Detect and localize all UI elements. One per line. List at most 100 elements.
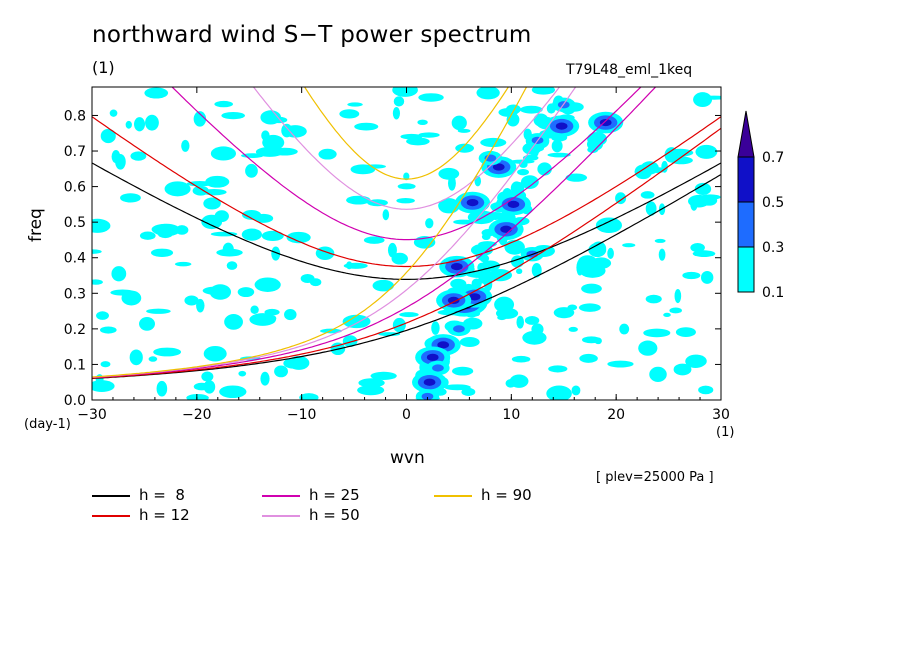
noise-patch bbox=[443, 384, 471, 391]
colorbar-box bbox=[737, 201, 755, 248]
noise-patch bbox=[579, 353, 598, 363]
noise-patch bbox=[519, 105, 543, 114]
noise-patch bbox=[139, 317, 155, 331]
x-tick-label: −20 bbox=[182, 407, 212, 423]
legend-label: h = 25 bbox=[309, 486, 360, 504]
power-blob bbox=[507, 200, 520, 208]
noise-patch bbox=[186, 393, 209, 400]
noise-patch bbox=[694, 182, 712, 196]
power-blob bbox=[447, 296, 460, 305]
noise-patch bbox=[391, 252, 408, 265]
legend-swatch bbox=[262, 515, 300, 517]
colorbar-label: 0.3 bbox=[762, 240, 784, 256]
dispersion-curve-ig bbox=[92, 162, 721, 280]
noise-patch bbox=[372, 279, 394, 292]
noise-patch bbox=[640, 191, 655, 199]
power-blob bbox=[432, 364, 444, 372]
noise-patch bbox=[342, 314, 371, 329]
dispersion-curve-kelvin bbox=[92, 87, 577, 378]
noise-patch bbox=[254, 277, 281, 292]
band-patch bbox=[537, 162, 552, 176]
noise-patch bbox=[261, 130, 270, 141]
noise-patch bbox=[224, 314, 243, 330]
noise-patch bbox=[505, 379, 517, 388]
noise-patch bbox=[654, 238, 666, 243]
noise-patch bbox=[92, 218, 111, 233]
unit-label-top: (1) bbox=[92, 58, 115, 77]
noise-patch bbox=[288, 355, 310, 370]
noise-patch bbox=[565, 173, 588, 182]
noise-patch bbox=[547, 152, 571, 158]
noise-patch bbox=[364, 164, 386, 169]
noise-patch bbox=[568, 326, 578, 332]
noise-patch bbox=[238, 370, 247, 377]
noise-patch bbox=[92, 380, 115, 392]
noise-patch bbox=[120, 193, 141, 203]
noise-patch bbox=[110, 289, 135, 296]
colorbar: 0.1 0.3 0.5 0.7 bbox=[737, 110, 784, 301]
noise-patch bbox=[396, 198, 415, 204]
noise-patch bbox=[578, 255, 598, 269]
noise-patch bbox=[622, 243, 636, 248]
noise-patch bbox=[675, 327, 696, 337]
noise-patch bbox=[476, 87, 500, 100]
noise-patch bbox=[156, 380, 168, 397]
noise-patch bbox=[682, 271, 701, 280]
noise-patch bbox=[693, 92, 713, 108]
noise-patch bbox=[546, 385, 572, 400]
y-tick-label: 0.5 bbox=[64, 215, 86, 231]
noise-patch bbox=[151, 223, 178, 235]
x-tick-label: −10 bbox=[287, 407, 317, 423]
band-patch bbox=[551, 139, 563, 153]
noise-patch bbox=[673, 363, 692, 376]
power-blob bbox=[421, 392, 434, 400]
noise-patch bbox=[452, 366, 474, 376]
noise-patch bbox=[690, 243, 705, 253]
colorbar-box bbox=[737, 246, 755, 293]
x-tick-label: 30 bbox=[712, 407, 730, 423]
noise-patch bbox=[591, 241, 607, 256]
noise-patch bbox=[222, 242, 234, 256]
noise-patch bbox=[370, 371, 397, 380]
noise-patch bbox=[250, 305, 259, 314]
y-tick-label: 0.0 bbox=[64, 393, 86, 409]
noise-patch bbox=[649, 366, 667, 383]
noise-patch bbox=[393, 96, 405, 107]
noise-patch bbox=[339, 109, 360, 119]
colorbar-label: 0.5 bbox=[762, 195, 784, 211]
noise-patch bbox=[392, 317, 406, 333]
noise-patch bbox=[271, 246, 281, 261]
dispersion-curves bbox=[92, 87, 721, 380]
noise-patch bbox=[594, 337, 602, 345]
power-blob bbox=[453, 325, 465, 333]
x-tick-label: 10 bbox=[502, 407, 520, 423]
power-blob bbox=[555, 122, 568, 130]
colorbar-extend-triangle bbox=[737, 110, 755, 158]
dispersion-curve-ig bbox=[92, 116, 721, 268]
y-tick-label: 0.1 bbox=[64, 357, 86, 373]
noise-patch bbox=[531, 263, 542, 278]
legend-swatch bbox=[92, 495, 130, 497]
noise-patch bbox=[685, 354, 706, 369]
noise-patch bbox=[663, 312, 671, 318]
noise-patch bbox=[461, 387, 476, 396]
noise-patch bbox=[357, 385, 385, 396]
noise-patch bbox=[214, 100, 233, 108]
x-axis-label: wvn bbox=[390, 448, 425, 468]
noise-patch bbox=[634, 164, 653, 180]
band-patch bbox=[520, 175, 539, 189]
noise-patch bbox=[271, 147, 298, 156]
noise-patch bbox=[221, 111, 245, 120]
y-tick-label: 0.2 bbox=[64, 322, 86, 338]
y-tick-label: 0.8 bbox=[64, 108, 86, 124]
axes: −30 −20 −10 0 10 20 30 0.0 0.1 0.2 0.3 0.4 0.5 0.6 0.7… bbox=[64, 87, 730, 423]
noise-patch bbox=[645, 201, 657, 216]
y-tick-label: 0.7 bbox=[64, 144, 86, 160]
x-tick-label: −30 bbox=[77, 407, 107, 423]
noise-patch bbox=[480, 137, 507, 148]
noise-patch bbox=[438, 167, 460, 180]
y-unit-label: (day-1) bbox=[24, 417, 71, 432]
noise-patch bbox=[164, 181, 191, 197]
noise-patch bbox=[571, 385, 581, 396]
